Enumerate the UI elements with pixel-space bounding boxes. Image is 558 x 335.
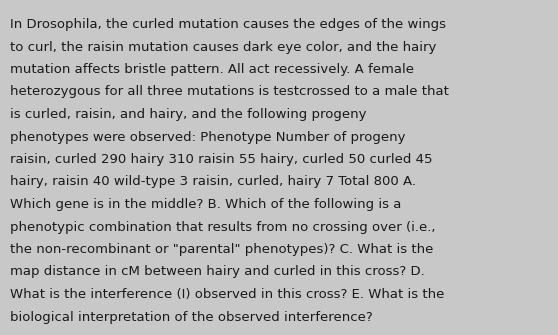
Text: What is the interference (I) observed in this cross? E. What is the: What is the interference (I) observed in… (10, 288, 444, 301)
Text: is curled, raisin, and hairy, and the following progeny: is curled, raisin, and hairy, and the fo… (10, 108, 367, 121)
Text: In Drosophila, the curled mutation causes the edges of the wings: In Drosophila, the curled mutation cause… (10, 18, 446, 31)
Text: the non-recombinant or "parental" phenotypes)? C. What is the: the non-recombinant or "parental" phenot… (10, 243, 434, 256)
Text: Which gene is in the middle? B. Which of the following is a: Which gene is in the middle? B. Which of… (10, 198, 401, 211)
Text: biological interpretation of the observed interference?: biological interpretation of the observe… (10, 311, 373, 324)
Text: map distance in cM between hairy and curled in this cross? D.: map distance in cM between hairy and cur… (10, 266, 425, 278)
Text: hairy, raisin 40 wild-type 3 raisin, curled, hairy 7 Total 800 A.: hairy, raisin 40 wild-type 3 raisin, cur… (10, 176, 416, 189)
Text: phenotypes were observed: Phenotype Number of progeny: phenotypes were observed: Phenotype Numb… (10, 131, 406, 143)
Text: mutation affects bristle pattern. All act recessively. A female: mutation affects bristle pattern. All ac… (10, 63, 414, 76)
Text: heterozygous for all three mutations is testcrossed to a male that: heterozygous for all three mutations is … (10, 85, 449, 98)
Text: raisin, curled 290 hairy 310 raisin 55 hairy, curled 50 curled 45: raisin, curled 290 hairy 310 raisin 55 h… (10, 153, 432, 166)
Text: phenotypic combination that results from no crossing over (i.e.,: phenotypic combination that results from… (10, 220, 435, 233)
Text: to curl, the raisin mutation causes dark eye color, and the hairy: to curl, the raisin mutation causes dark… (10, 41, 436, 54)
